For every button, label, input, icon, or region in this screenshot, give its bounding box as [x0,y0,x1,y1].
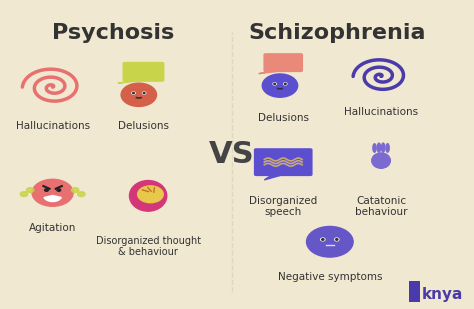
Circle shape [321,238,325,241]
Ellipse shape [377,143,381,152]
Ellipse shape [372,153,391,168]
Ellipse shape [129,180,167,211]
Ellipse shape [386,144,389,152]
Text: Hallucinations: Hallucinations [16,121,90,131]
Circle shape [27,188,34,193]
FancyBboxPatch shape [254,148,312,176]
Circle shape [307,226,353,257]
Text: Psychosis: Psychosis [52,23,174,43]
Text: Disorganized thought
& behaviour: Disorganized thought & behaviour [96,236,201,257]
Circle shape [20,192,27,197]
FancyBboxPatch shape [264,53,303,72]
Circle shape [274,83,275,84]
Text: knya: knya [421,287,463,302]
Circle shape [283,83,287,85]
FancyBboxPatch shape [122,62,164,82]
Text: Schizophrenia: Schizophrenia [248,23,426,43]
Circle shape [335,238,339,241]
Circle shape [273,83,276,85]
Circle shape [143,92,145,94]
Ellipse shape [373,144,376,152]
Text: Delusions: Delusions [258,113,309,123]
Polygon shape [118,80,144,83]
Wedge shape [44,196,61,201]
Circle shape [57,189,61,191]
Circle shape [284,83,286,84]
Text: Agitation: Agitation [29,223,76,233]
Circle shape [322,239,324,240]
Polygon shape [259,70,283,74]
Text: VS: VS [209,140,255,169]
Circle shape [45,189,48,191]
Circle shape [121,83,156,106]
Text: Hallucinations: Hallucinations [344,107,418,117]
Circle shape [137,186,163,203]
Circle shape [32,179,73,206]
Text: Negative symptoms: Negative symptoms [278,273,382,282]
Circle shape [262,74,298,97]
Circle shape [133,92,135,94]
Circle shape [72,188,79,193]
Polygon shape [264,175,283,180]
Text: Delusions: Delusions [118,121,169,131]
Circle shape [336,239,338,240]
Circle shape [143,92,146,94]
Circle shape [132,92,135,94]
Ellipse shape [382,143,385,152]
Text: Catatonic
behaviour: Catatonic behaviour [355,196,407,218]
Text: Disorganized
speech: Disorganized speech [249,196,318,218]
FancyBboxPatch shape [409,281,419,302]
Circle shape [78,192,85,197]
